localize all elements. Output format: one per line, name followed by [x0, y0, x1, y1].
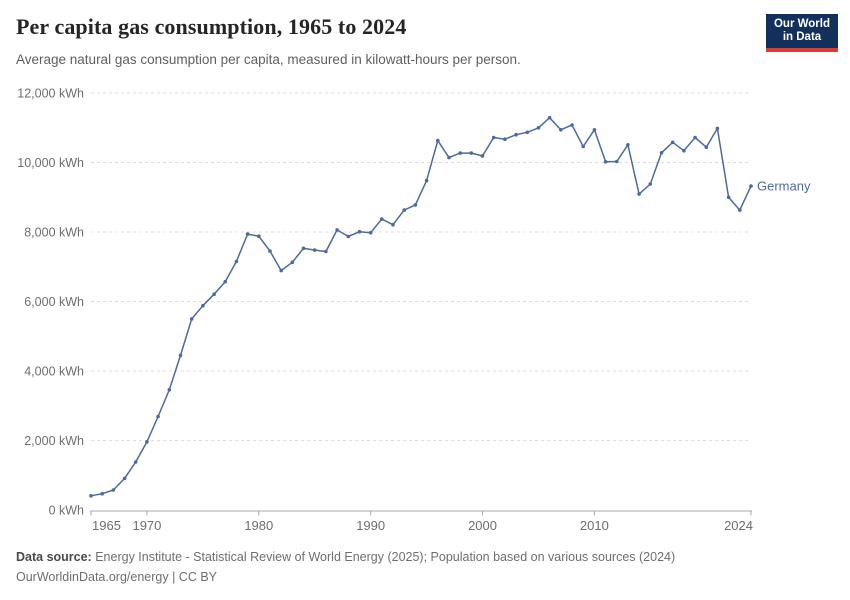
germany-line-series[interactable]	[90, 116, 752, 497]
data-point[interactable]	[290, 260, 295, 265]
owid-logo-red-bar	[766, 48, 838, 52]
data-point[interactable]	[312, 248, 317, 252]
y-axis-tick-label: 6,000 kWh	[24, 295, 84, 309]
data-point[interactable]	[469, 151, 474, 155]
data-point[interactable]	[189, 317, 194, 321]
data-point[interactable]	[536, 126, 541, 130]
data-point[interactable]	[491, 135, 496, 140]
data-point[interactable]	[436, 138, 440, 143]
data-point[interactable]	[670, 140, 675, 145]
data-point[interactable]	[682, 148, 686, 153]
data-point[interactable]	[503, 137, 507, 141]
data-source-label: Data source:	[16, 550, 92, 564]
x-axis-tick-label: 2010	[580, 518, 609, 533]
x-axis-tick-label: 1980	[244, 518, 273, 533]
y-axis-tick-label: 10,000 kWh	[17, 156, 84, 170]
data-point[interactable]	[704, 145, 709, 149]
data-point[interactable]	[570, 123, 574, 127]
y-axis-tick-label: 2,000 kWh	[24, 434, 84, 448]
x-axis-tick-label: 2000	[468, 518, 497, 533]
data-point[interactable]	[178, 353, 183, 358]
data-point[interactable]	[693, 135, 697, 140]
data-point[interactable]	[514, 132, 518, 137]
y-axis-tick-label: 4,000 kWh	[24, 365, 84, 379]
data-point[interactable]	[357, 229, 362, 234]
data-point[interactable]	[447, 155, 451, 160]
data-point[interactable]	[346, 234, 351, 239]
y-axis-tick-label: 12,000 kWh	[17, 87, 84, 101]
y-axis-tick-label: 0 kWh	[49, 504, 84, 518]
data-point[interactable]	[201, 303, 205, 308]
data-point[interactable]	[749, 184, 753, 188]
data-point[interactable]	[122, 476, 127, 481]
data-point[interactable]	[626, 143, 630, 147]
data-point[interactable]	[212, 292, 216, 297]
data-point[interactable]	[402, 208, 407, 212]
data-point[interactable]	[380, 217, 384, 221]
data-point[interactable]	[133, 460, 138, 464]
data-point[interactable]	[458, 151, 463, 155]
data-point[interactable]	[637, 192, 641, 196]
data-point[interactable]	[738, 208, 742, 212]
x-axis-tick-label: 2024	[724, 518, 753, 533]
data-point[interactable]	[279, 268, 284, 273]
data-point[interactable]	[659, 151, 664, 155]
data-point[interactable]	[726, 195, 731, 200]
data-point[interactable]	[257, 234, 261, 238]
owid-logo-line1: Our World	[773, 18, 830, 30]
data-point[interactable]	[525, 130, 530, 135]
chart-subtitle: Average natural gas consumption per capi…	[16, 52, 521, 67]
data-point[interactable]	[335, 228, 339, 232]
data-point[interactable]	[592, 128, 597, 132]
series-label-germany[interactable]: Germany	[757, 179, 811, 194]
data-point[interactable]	[234, 259, 239, 264]
data-point[interactable]	[145, 440, 149, 444]
data-point[interactable]	[648, 182, 653, 186]
owid-logo[interactable]: Our World in Data	[766, 14, 838, 52]
x-axis-tick-label: 1965	[92, 518, 121, 533]
data-point[interactable]	[301, 246, 306, 251]
data-point[interactable]	[89, 494, 93, 498]
license-line[interactable]: OurWorldinData.org/energy | CC BY	[16, 570, 218, 584]
data-point[interactable]	[603, 160, 608, 164]
data-source-line: Data source: Energy Institute - Statisti…	[16, 547, 675, 567]
data-point[interactable]	[156, 414, 160, 419]
data-point[interactable]	[223, 279, 227, 284]
data-point[interactable]	[368, 230, 373, 235]
data-point[interactable]	[391, 222, 395, 227]
data-point[interactable]	[715, 126, 720, 131]
x-axis-tick-label: 1990	[356, 518, 385, 533]
x-axis-tick-label: 1970	[132, 518, 161, 533]
data-point[interactable]	[268, 249, 272, 253]
data-point[interactable]	[424, 178, 429, 183]
data-point[interactable]	[100, 491, 104, 496]
data-point[interactable]	[167, 388, 172, 392]
data-source-text: Energy Institute - Statistical Review of…	[91, 550, 676, 564]
data-point[interactable]	[111, 488, 116, 492]
data-point[interactable]	[245, 232, 250, 236]
data-point[interactable]	[559, 128, 563, 132]
data-point[interactable]	[547, 115, 552, 120]
chart-title: Per capita gas consumption, 1965 to 2024	[16, 14, 407, 39]
y-axis-tick-label: 8,000 kWh	[24, 226, 84, 240]
data-point[interactable]	[581, 144, 585, 149]
data-point[interactable]	[480, 154, 485, 158]
data-point[interactable]	[324, 249, 328, 254]
data-point[interactable]	[413, 203, 418, 207]
data-point[interactable]	[615, 159, 619, 164]
owid-logo-line2: in Data	[782, 31, 822, 43]
chart-footer: Data source: Energy Institute - Statisti…	[16, 547, 675, 587]
